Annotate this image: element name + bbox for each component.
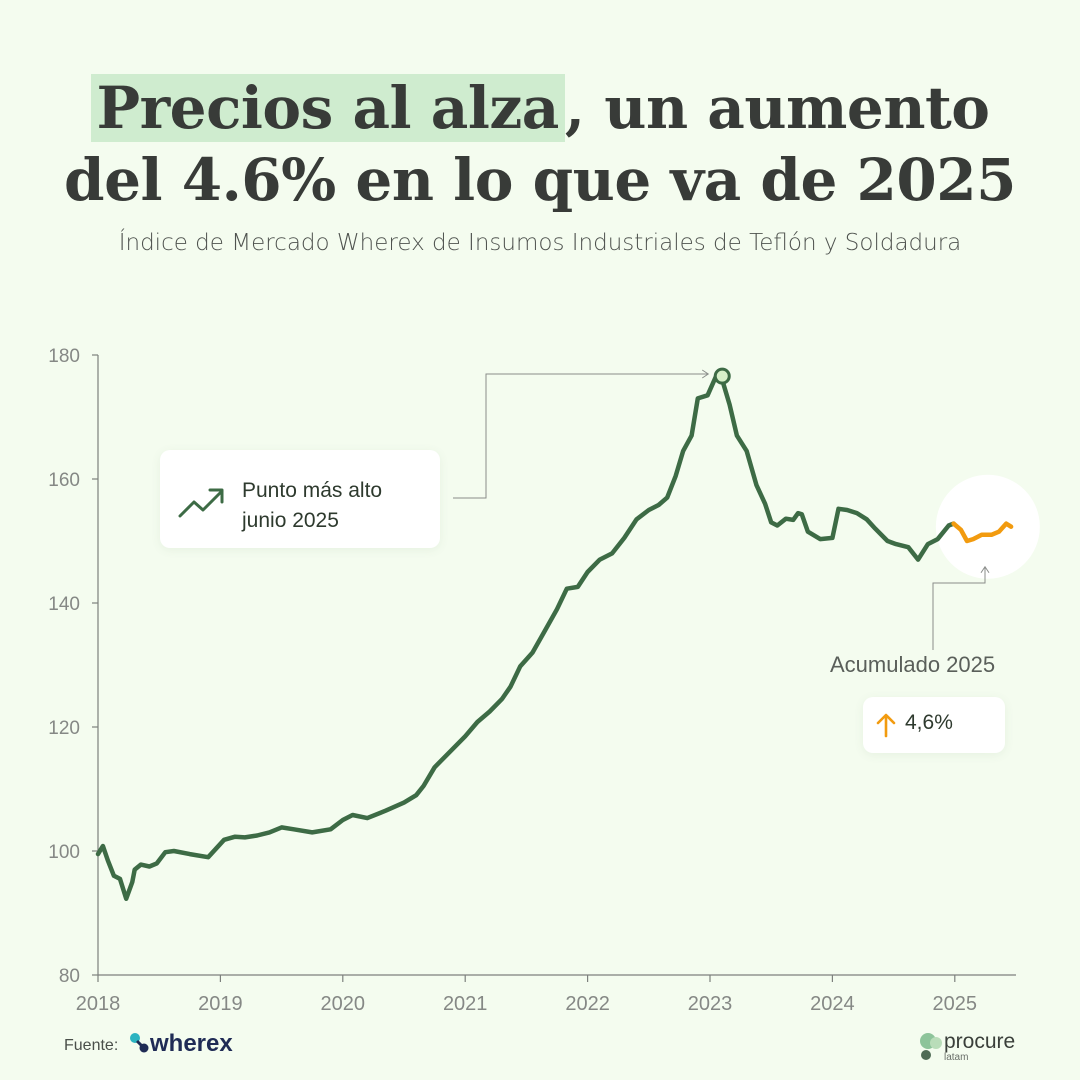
x-tick-label: 2023 [688, 993, 733, 1015]
callout-lines [453, 369, 1040, 650]
acumulado-value-card: 4,6% [863, 697, 1005, 753]
chart-series [95, 367, 1014, 901]
chart-title: Precios al alza, un aumento del 4.6% en … [0, 72, 1080, 216]
x-tick-label: 2020 [321, 993, 366, 1015]
peak-annotation-text: Punto más alto junio 2025 [242, 476, 382, 536]
peak-annotation-line-1: Punto más alto [242, 479, 383, 502]
x-tick-label: 2018 [76, 993, 121, 1015]
peak-annotation-card: Punto más alto junio 2025 [160, 450, 440, 548]
source-label: Fuente: [64, 1037, 119, 1054]
y-tick-label: 180 [48, 346, 80, 367]
procure-logo-subtext: latam [944, 1052, 969, 1063]
peak-callout-line [453, 373, 709, 499]
wherex-logo-text: wherex [150, 1030, 233, 1057]
x-tick-label: 2019 [198, 993, 243, 1015]
x-tick-label: 2021 [443, 993, 488, 1015]
x-tick-label: 2024 [810, 993, 855, 1015]
y-tick-label: 140 [48, 594, 80, 615]
x-tick-label: 2025 [933, 993, 978, 1015]
trending-up-icon [178, 488, 224, 518]
title-line-2: del 4.6% en lo que va de 2025 [64, 146, 1016, 214]
accumulated-highlight-circle [935, 474, 1040, 579]
arrow-up-icon [876, 713, 896, 738]
index-line-2018-2024 [95, 373, 956, 901]
title-highlight: Precios al alza [90, 74, 565, 142]
y-tick-label: 100 [48, 842, 80, 863]
y-tick-label: 160 [48, 470, 80, 491]
chart-axes: 80 100 120 140 160 180 2018 2019 2020 2021 2022 202… [48, 346, 1016, 1015]
title-line-1: Precios al alza, un aumento [0, 72, 1080, 144]
index-line-2025 [951, 521, 1014, 544]
title-line-1-rest: , un aumento [564, 74, 990, 142]
accumulated-callout-line [932, 566, 986, 650]
y-tick-label: 80 [59, 966, 80, 987]
x-tick-label: 2022 [565, 993, 610, 1015]
chart-subtitle: Índice de Mercado Wherex de Insumos Indu… [118, 230, 962, 256]
peak-point-marker [713, 367, 731, 385]
acumulado-label: Acumulado 2025 [830, 652, 996, 677]
y-tick-label: 120 [48, 718, 80, 739]
peak-callout-arrowhead [701, 369, 710, 379]
peak-annotation-line-2: junio 2025 [242, 509, 339, 532]
procure-logo-text: procure [944, 1030, 1016, 1053]
procure-logo-icon [920, 1033, 942, 1060]
wherex-logo-icon [130, 1033, 149, 1053]
accumulated-callout-arrowhead [980, 565, 990, 574]
acumulado-value: 4,6% [905, 711, 953, 734]
